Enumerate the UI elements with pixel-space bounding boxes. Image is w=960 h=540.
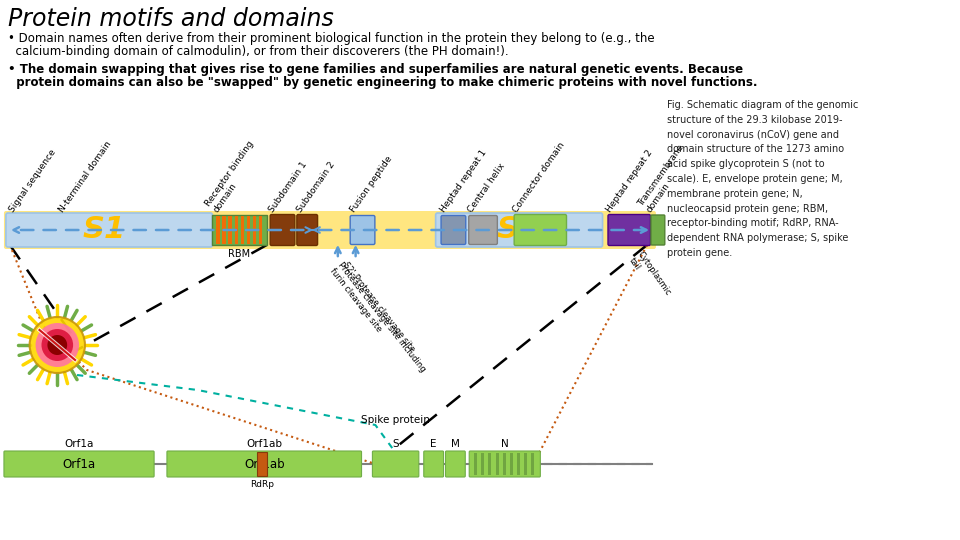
Circle shape [30,317,84,373]
Bar [503,453,506,475]
Text: M: M [451,439,460,449]
Text: • Domain names often derive from their prominent biological function in the prot: • Domain names often derive from their p… [8,32,655,45]
Text: • The domain swapping that gives rise to gene families and superfamilies are nat: • The domain swapping that gives rise to… [8,63,743,76]
Bar [216,216,220,244]
FancyBboxPatch shape [4,451,155,477]
Text: Protein motifs and domains: Protein motifs and domains [8,7,334,31]
FancyBboxPatch shape [423,451,444,477]
FancyBboxPatch shape [6,213,212,247]
Bar [223,216,226,244]
FancyBboxPatch shape [350,215,374,245]
Text: Orf1a: Orf1a [64,439,94,449]
FancyBboxPatch shape [372,451,419,477]
FancyBboxPatch shape [297,214,318,246]
Bar [212,215,267,245]
Text: Cytoplasmic
tail: Cytoplasmic tail [627,250,673,303]
Text: Central helix: Central helix [466,161,507,214]
Bar [252,216,256,244]
Text: Fusion peptide: Fusion peptide [348,154,394,214]
Circle shape [41,329,73,361]
Text: calcium-binding domain of calmodulin), or from their discoverers (the PH domain!: calcium-binding domain of calmodulin), o… [8,45,509,58]
Bar [241,216,244,244]
Text: Orf1ab: Orf1ab [246,439,282,449]
Bar [510,453,513,475]
FancyBboxPatch shape [4,211,656,249]
Text: N-terminal domain: N-terminal domain [57,139,113,214]
Text: protein domains can also be "swapped" by genetic engineering to make chimeric pr: protein domains can also be "swapped" by… [8,76,757,89]
Bar [259,216,262,244]
Text: N: N [501,439,509,449]
Text: Orf1ab: Orf1ab [244,457,284,470]
Text: Subdomain 2: Subdomain 2 [295,160,336,214]
FancyBboxPatch shape [515,214,566,246]
Bar [228,216,232,244]
Bar [524,453,527,475]
Text: Connector domain: Connector domain [512,140,566,214]
Bar [247,216,251,244]
Text: S2'-Protease cleavage site: S2'-Protease cleavage site [341,260,417,353]
FancyBboxPatch shape [167,451,362,477]
Bar [495,453,498,475]
Text: S: S [393,439,399,449]
Text: Transmembrane
domain: Transmembrane domain [636,143,694,214]
Text: S2: S2 [497,215,540,245]
Bar [532,453,535,475]
Text: Spike protein: Spike protein [361,415,429,425]
FancyBboxPatch shape [469,451,540,477]
Bar [489,453,492,475]
Bar [474,453,477,475]
Text: Orf1a: Orf1a [62,457,96,470]
FancyBboxPatch shape [441,215,466,245]
Text: E: E [430,439,437,449]
Text: Heptad repeat 2: Heptad repeat 2 [605,148,655,214]
FancyBboxPatch shape [608,214,651,246]
Text: Heptad repeat 1: Heptad repeat 1 [438,148,488,214]
Text: Receptor binding
domain: Receptor binding domain [204,139,264,214]
Circle shape [47,335,67,355]
FancyBboxPatch shape [445,451,466,477]
Text: Subdomain 1: Subdomain 1 [267,160,309,214]
FancyBboxPatch shape [436,213,603,247]
Bar [481,453,484,475]
Bar [517,453,520,475]
FancyBboxPatch shape [651,215,664,245]
Text: RdRp: RdRp [250,480,274,489]
Text: Signal sequence: Signal sequence [8,148,58,214]
FancyBboxPatch shape [468,215,497,245]
Text: Fig. Schematic diagram of the genomic
structure of the 29.3 kilobase 2019-
novel: Fig. Schematic diagram of the genomic st… [667,100,858,258]
Circle shape [36,323,79,367]
Bar [234,216,238,244]
Text: Protease cleavage site including
furin cleavage site: Protease cleavage site including furin c… [328,260,427,380]
Bar [257,452,267,476]
Text: RBM: RBM [228,249,251,259]
FancyBboxPatch shape [270,214,295,246]
Text: S1: S1 [83,215,126,245]
